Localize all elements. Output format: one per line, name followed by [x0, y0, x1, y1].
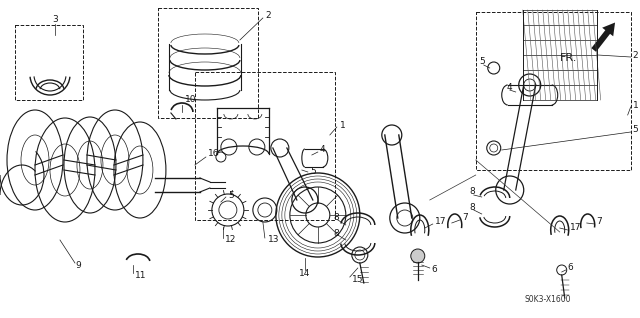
Text: 9: 9	[75, 260, 81, 269]
Text: 14: 14	[299, 268, 310, 278]
Text: 15: 15	[352, 275, 364, 285]
Text: 5: 5	[480, 58, 486, 66]
Text: 6: 6	[432, 266, 438, 274]
Text: S0K3-X1600: S0K3-X1600	[525, 295, 572, 305]
Text: 11: 11	[135, 271, 147, 280]
Bar	[158, 8, 258, 118]
Text: 6: 6	[568, 264, 573, 273]
Text: 13: 13	[268, 236, 280, 245]
Text: 5: 5	[633, 126, 639, 135]
Text: 8: 8	[334, 229, 340, 238]
Text: 5: 5	[310, 168, 316, 176]
Text: 2: 2	[265, 10, 271, 19]
Bar	[476, 12, 630, 170]
Text: FR.: FR.	[561, 53, 578, 63]
Text: 1: 1	[633, 100, 639, 109]
Text: 5: 5	[228, 190, 234, 199]
Circle shape	[411, 249, 425, 263]
Text: 3: 3	[52, 16, 58, 24]
Text: 4: 4	[507, 84, 513, 93]
Text: 7: 7	[462, 213, 467, 223]
Text: 8: 8	[334, 213, 340, 223]
Text: 8: 8	[470, 188, 476, 197]
Text: 12: 12	[225, 236, 236, 245]
Text: 7: 7	[596, 218, 602, 226]
Bar	[15, 25, 83, 100]
Text: 2: 2	[633, 51, 638, 59]
Text: 10: 10	[185, 95, 196, 105]
Text: 16: 16	[208, 149, 220, 157]
Text: 17: 17	[570, 224, 581, 232]
Text: 1: 1	[340, 121, 346, 129]
Text: 8: 8	[470, 204, 476, 212]
Text: 17: 17	[435, 218, 446, 226]
Bar	[195, 72, 335, 220]
FancyArrow shape	[591, 23, 615, 52]
Text: 4: 4	[320, 146, 326, 155]
